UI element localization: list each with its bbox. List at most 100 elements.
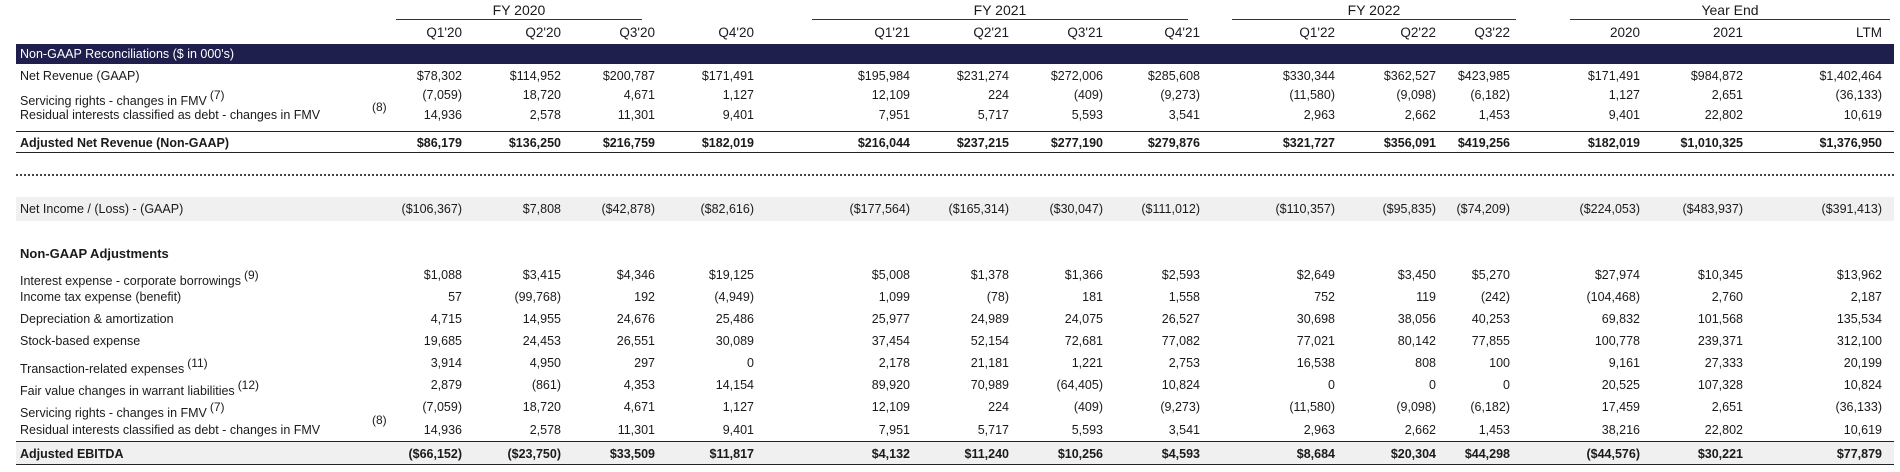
cell-value: 9,161 bbox=[1608, 356, 1640, 370]
cell-value: 181 bbox=[1082, 290, 1103, 304]
cell-value: 22,802 bbox=[1704, 423, 1743, 437]
cell-value: $114,952 bbox=[509, 69, 561, 83]
cell-value: 5,593 bbox=[1071, 108, 1103, 122]
cell-value: 2,963 bbox=[1303, 423, 1335, 437]
cell-value: 20,525 bbox=[1601, 378, 1640, 392]
column-header: Q3'21 bbox=[1067, 25, 1103, 40]
cell-value: $4,593 bbox=[1161, 447, 1200, 461]
cell-value: 11,301 bbox=[617, 423, 655, 437]
cell-value: 72,681 bbox=[1064, 334, 1103, 348]
cell-value: $20,304 bbox=[1390, 447, 1436, 461]
cell-value: $136,250 bbox=[508, 136, 561, 150]
cell-value: 0 bbox=[1503, 378, 1510, 392]
cell-value: 192 bbox=[634, 290, 655, 304]
cell-value: (64,405) bbox=[1056, 378, 1103, 392]
cell-value: ($30,047) bbox=[1049, 202, 1103, 216]
cell-value: 25,977 bbox=[871, 312, 910, 326]
cell-value: (9,098) bbox=[1396, 400, 1436, 414]
cell-value: 1,127 bbox=[722, 88, 754, 102]
cell-value: 224 bbox=[988, 400, 1009, 414]
column-header: LTM bbox=[1856, 25, 1882, 40]
row-label: Fair value changes in warrant liabilitie… bbox=[20, 378, 260, 398]
cell-value: $1,366 bbox=[1064, 268, 1103, 282]
cell-value: $423,985 bbox=[1457, 69, 1510, 83]
cell-value: (861) bbox=[531, 378, 561, 392]
footnote-marker: (9) bbox=[243, 268, 259, 282]
cell-value: 808 bbox=[1415, 356, 1436, 370]
cell-value: $4,132 bbox=[871, 447, 910, 461]
cell-value: $5,270 bbox=[1471, 268, 1510, 282]
cell-value: $216,759 bbox=[602, 136, 655, 150]
cell-value: $237,215 bbox=[956, 136, 1009, 150]
cell-value: 30,698 bbox=[1296, 312, 1335, 326]
cell-value: 3,914 bbox=[430, 356, 462, 370]
footnote-marker: (8) bbox=[372, 413, 387, 427]
cell-value: $330,344 bbox=[1282, 69, 1335, 83]
cell-value: $321,727 bbox=[1282, 136, 1335, 150]
column-header: Q2'22 bbox=[1400, 25, 1436, 40]
cell-value: 4,671 bbox=[623, 400, 655, 414]
cell-value: (11,580) bbox=[1289, 88, 1335, 102]
cell-value: (9,098) bbox=[1396, 88, 1436, 102]
cell-value: (409) bbox=[1073, 88, 1103, 102]
cell-value: ($391,413) bbox=[1821, 202, 1882, 216]
table-row: Interest expense - corporate borrowings(… bbox=[16, 264, 1894, 288]
group-header: FY 2021 bbox=[812, 2, 1188, 20]
cell-value: 1,099 bbox=[878, 290, 910, 304]
cell-value: $171,491 bbox=[1587, 69, 1640, 83]
column-header: Q3'22 bbox=[1474, 25, 1510, 40]
cell-value: (36,133) bbox=[1835, 400, 1882, 414]
cell-value: 24,989 bbox=[970, 312, 1009, 326]
cell-value: 2,879 bbox=[430, 378, 462, 392]
cell-value: 10,824 bbox=[1843, 378, 1882, 392]
column-header: Q2'21 bbox=[973, 25, 1009, 40]
cell-value: (242) bbox=[1480, 290, 1510, 304]
cell-value: ($74,209) bbox=[1456, 202, 1510, 216]
cell-value: (9,273) bbox=[1160, 88, 1200, 102]
net-income-row: Net Income / (Loss) - (GAAP) ($106,367) $7… bbox=[16, 197, 1894, 221]
cell-value: 18,720 bbox=[522, 400, 561, 414]
row-label: Net Revenue (GAAP) bbox=[20, 69, 140, 83]
cell-value: $1,376,950 bbox=[1819, 136, 1882, 150]
cell-value: ($177,564) bbox=[849, 202, 910, 216]
cell-value: $44,298 bbox=[1464, 447, 1510, 461]
cell-value: $1,402,464 bbox=[1819, 69, 1882, 83]
cell-value: 2,662 bbox=[1404, 108, 1436, 122]
adjusted-ebitda-row: Adjusted EBITDA ($66,152) ($23,750) $33,509… bbox=[16, 441, 1894, 465]
row-label: Net Income / (Loss) - (GAAP) bbox=[20, 202, 184, 216]
cell-value: 2,651 bbox=[1711, 400, 1743, 414]
cell-value: 14,154 bbox=[715, 378, 754, 392]
cell-value: ($95,835) bbox=[1382, 202, 1436, 216]
row-label: Stock-based expense bbox=[20, 334, 141, 348]
cell-value: $4,346 bbox=[616, 268, 655, 282]
row-label: Interest expense - corporate borrowings(… bbox=[20, 268, 259, 288]
cell-value: 20,199 bbox=[1843, 356, 1882, 370]
cell-value: 19,685 bbox=[423, 334, 462, 348]
cell-value: (99,768) bbox=[514, 290, 561, 304]
cell-value: 2,760 bbox=[1711, 290, 1743, 304]
cell-value: 69,832 bbox=[1601, 312, 1640, 326]
row-label: Residual interests classified as debt - … bbox=[20, 100, 387, 126]
cell-value: 16,538 bbox=[1296, 356, 1335, 370]
cell-value: 38,056 bbox=[1397, 312, 1436, 326]
cell-value: 1,558 bbox=[1168, 290, 1200, 304]
cell-value: 312,100 bbox=[1836, 334, 1882, 348]
footnote-marker: (11) bbox=[187, 356, 208, 370]
cell-value: 1,127 bbox=[1608, 88, 1640, 102]
cell-value: $2,649 bbox=[1296, 268, 1335, 282]
cell-value: 2,578 bbox=[529, 423, 561, 437]
cell-value: 5,717 bbox=[977, 108, 1009, 122]
cell-value: 5,717 bbox=[977, 423, 1009, 437]
cell-value: $11,240 bbox=[964, 447, 1010, 461]
cell-value: (7,059) bbox=[422, 88, 462, 102]
cell-value: $362,527 bbox=[1383, 69, 1436, 83]
row-label: Servicing rights - changes in FMV (7) bbox=[20, 88, 225, 108]
cell-value: $984,872 bbox=[1690, 69, 1743, 83]
cell-value: 9,401 bbox=[1608, 108, 1640, 122]
cell-value: $182,019 bbox=[1587, 136, 1640, 150]
column-header: Q2'20 bbox=[525, 25, 561, 40]
row-label: Servicing rights - changes in FMV (7) bbox=[20, 400, 225, 420]
cell-value: $216,044 bbox=[857, 136, 910, 150]
footnote-marker: (8) bbox=[372, 100, 387, 114]
cell-value: 9,401 bbox=[722, 108, 754, 122]
